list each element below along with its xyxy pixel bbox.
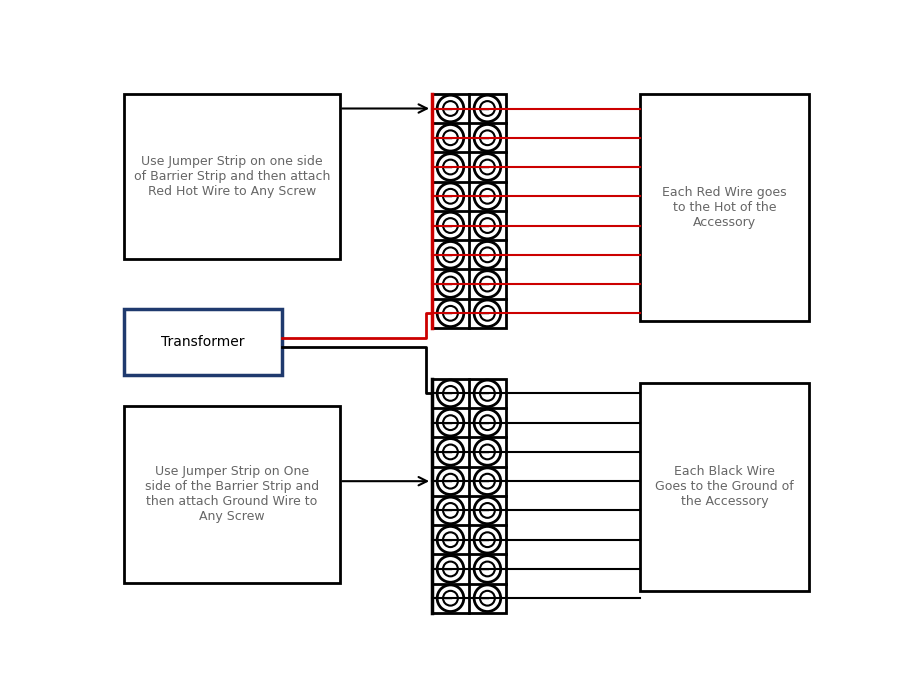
Circle shape — [474, 241, 500, 268]
Circle shape — [474, 526, 500, 553]
Circle shape — [443, 474, 457, 488]
Circle shape — [436, 468, 464, 495]
Circle shape — [479, 415, 495, 430]
Circle shape — [436, 497, 464, 523]
Circle shape — [443, 306, 457, 321]
Circle shape — [443, 591, 457, 606]
Circle shape — [474, 95, 500, 122]
Circle shape — [474, 556, 500, 582]
Circle shape — [443, 386, 457, 401]
Bar — [432, 94, 506, 328]
Circle shape — [436, 380, 464, 407]
Circle shape — [436, 183, 464, 210]
Circle shape — [436, 271, 464, 297]
Circle shape — [479, 306, 495, 321]
Circle shape — [479, 130, 495, 145]
Bar — [124, 94, 339, 259]
Circle shape — [479, 445, 495, 460]
Circle shape — [479, 386, 495, 401]
Circle shape — [479, 276, 495, 292]
Circle shape — [443, 101, 457, 116]
Circle shape — [474, 585, 500, 611]
Circle shape — [474, 212, 500, 239]
Circle shape — [436, 95, 464, 122]
Circle shape — [443, 503, 457, 518]
Circle shape — [474, 410, 500, 436]
Circle shape — [479, 218, 495, 233]
Circle shape — [436, 300, 464, 327]
Circle shape — [443, 130, 457, 145]
Circle shape — [443, 160, 457, 174]
Circle shape — [443, 248, 457, 262]
Circle shape — [443, 189, 457, 204]
Circle shape — [436, 438, 464, 465]
Circle shape — [436, 241, 464, 268]
Bar — [640, 383, 808, 591]
Circle shape — [436, 526, 464, 553]
Bar — [432, 379, 506, 613]
Circle shape — [479, 160, 495, 174]
Circle shape — [479, 248, 495, 262]
Text: Each Black Wire
Goes to the Ground of
the Accessory: Each Black Wire Goes to the Ground of th… — [654, 465, 793, 508]
Circle shape — [443, 415, 457, 430]
Bar — [124, 405, 339, 583]
Circle shape — [474, 497, 500, 523]
Circle shape — [474, 468, 500, 495]
Text: Each Red Wire goes
to the Hot of the
Accessory: Each Red Wire goes to the Hot of the Acc… — [661, 186, 786, 229]
Circle shape — [436, 212, 464, 239]
Circle shape — [474, 380, 500, 407]
Circle shape — [443, 532, 457, 547]
Circle shape — [443, 445, 457, 460]
Circle shape — [436, 124, 464, 151]
Circle shape — [443, 562, 457, 576]
Circle shape — [474, 271, 500, 297]
Bar — [640, 94, 808, 321]
Circle shape — [436, 410, 464, 436]
Circle shape — [474, 154, 500, 180]
Circle shape — [436, 585, 464, 611]
Circle shape — [474, 438, 500, 465]
Circle shape — [436, 154, 464, 180]
Circle shape — [479, 532, 495, 547]
Circle shape — [479, 101, 495, 116]
Bar — [124, 309, 281, 375]
Circle shape — [479, 503, 495, 518]
Circle shape — [443, 276, 457, 292]
Circle shape — [479, 474, 495, 488]
Text: Use Jumper Strip on one side
of Barrier Strip and then attach
Red Hot Wire to An: Use Jumper Strip on one side of Barrier … — [133, 155, 330, 198]
Text: Use Jumper Strip on One
side of the Barrier Strip and
then attach Ground Wire to: Use Jumper Strip on One side of the Barr… — [145, 465, 319, 523]
Circle shape — [474, 183, 500, 210]
Circle shape — [443, 218, 457, 233]
Circle shape — [479, 591, 495, 606]
Circle shape — [474, 124, 500, 151]
Text: Transformer: Transformer — [161, 335, 244, 349]
Circle shape — [479, 562, 495, 576]
Circle shape — [474, 300, 500, 327]
Circle shape — [436, 556, 464, 582]
Circle shape — [479, 189, 495, 204]
